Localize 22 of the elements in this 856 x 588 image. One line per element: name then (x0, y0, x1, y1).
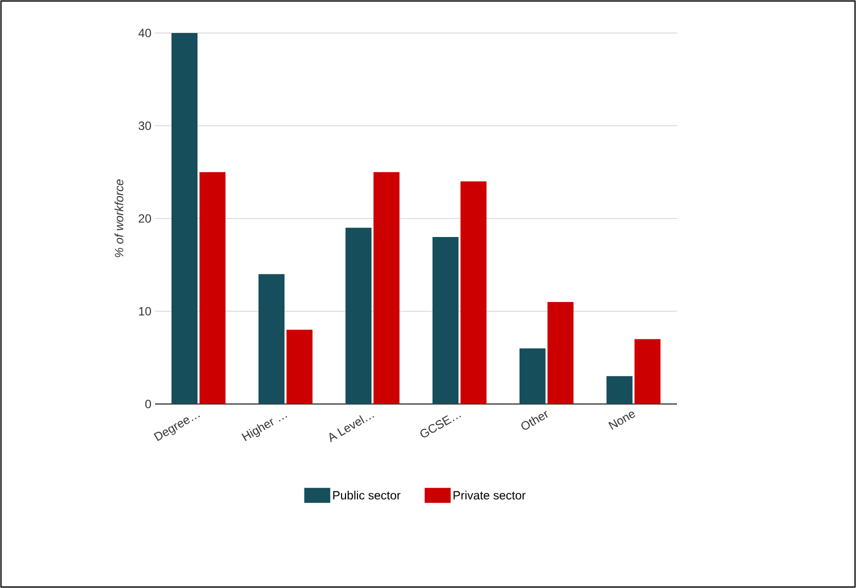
bar (548, 302, 574, 404)
bar (520, 348, 546, 404)
bar (346, 228, 372, 404)
bar (606, 376, 633, 404)
y-tick-label: 40 (138, 28, 152, 38)
bar (374, 172, 400, 404)
bar (258, 274, 285, 404)
legend-label: Private sector (454, 490, 526, 500)
y-tick-label: 10 (139, 307, 152, 316)
y-tick-label: 20 (138, 214, 152, 223)
bar (460, 181, 487, 404)
x-tick-label: None (608, 412, 636, 430)
bar (432, 237, 459, 404)
bar (172, 32, 198, 404)
y-tick-label: 0 (145, 400, 152, 408)
x-tick-label: Other (521, 410, 548, 430)
bar (634, 339, 661, 404)
bar (286, 330, 313, 404)
bar (200, 172, 226, 404)
legend-label: Public sector (333, 490, 400, 500)
y-axis-title: % of workforce (114, 179, 124, 258)
y-tick-label: 30 (138, 122, 152, 130)
